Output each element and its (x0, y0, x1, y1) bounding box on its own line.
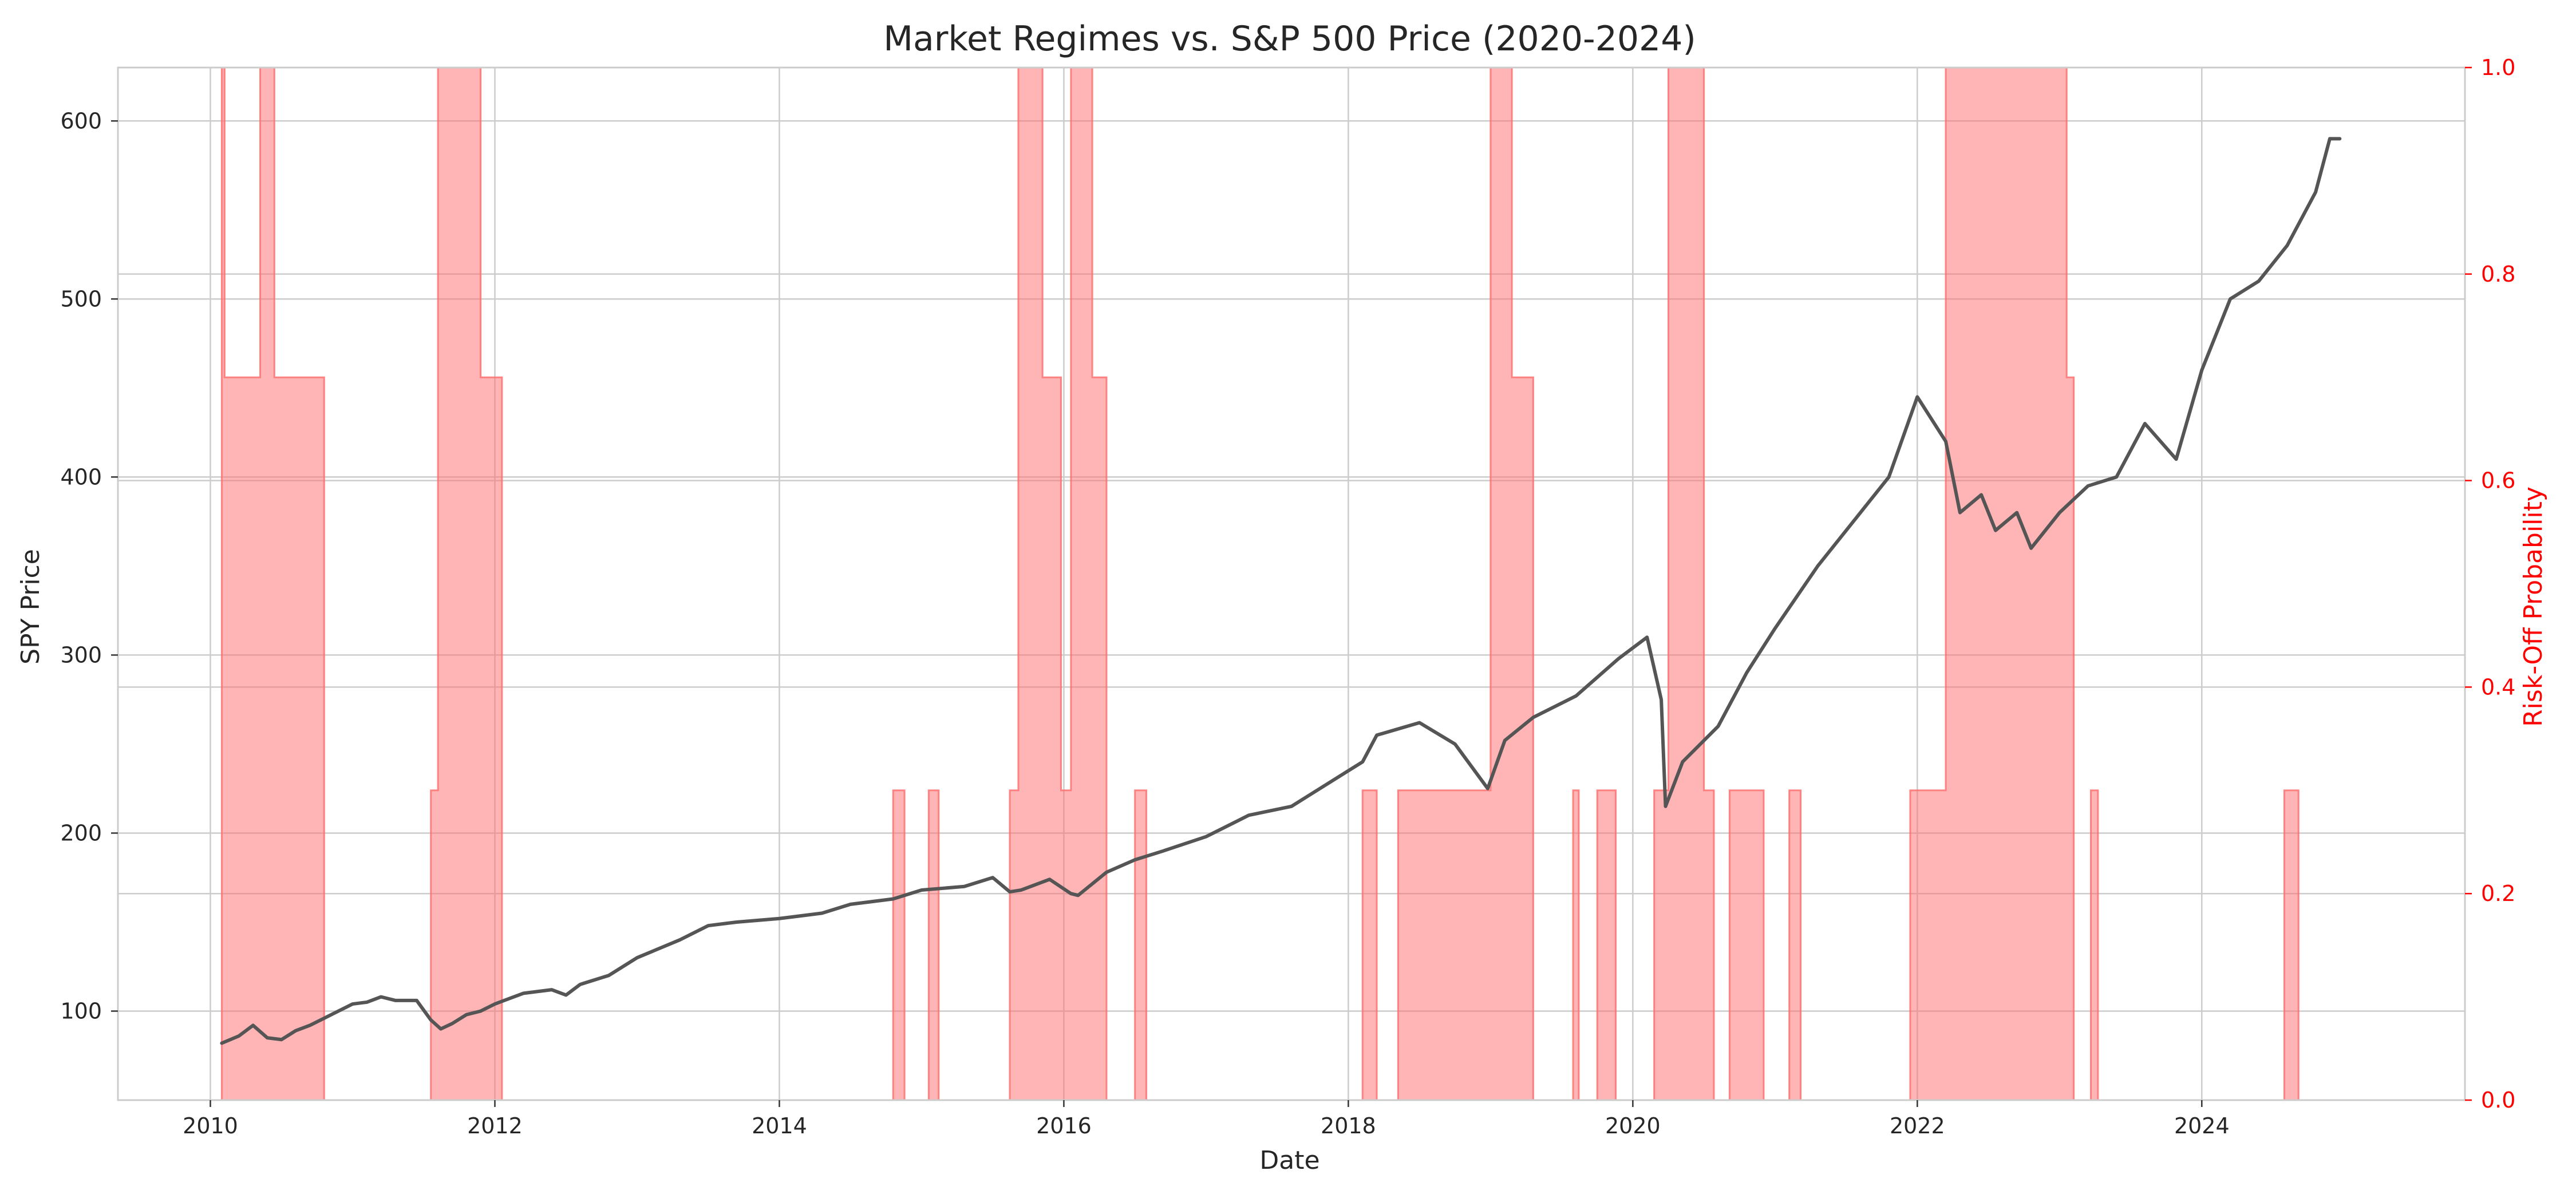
right-tick-label-1.0: 1.0 (2481, 55, 2515, 80)
right-tick-label-0.0: 0.0 (2481, 1088, 2515, 1113)
left-tick-label-400: 400 (60, 464, 102, 489)
plot-frame (117, 66, 2466, 1101)
left-tick-label-300: 300 (60, 642, 102, 667)
x-axis-label: Date (1259, 1146, 1319, 1175)
x-tick-label-2024: 2024 (2174, 1113, 2230, 1138)
chart-title: Market Regimes vs. S&P 500 Price (2020-2… (883, 19, 1696, 59)
left-tick-label-600: 600 (60, 108, 102, 133)
left-tick-label-100: 100 (60, 998, 102, 1023)
right-tick-label-0.6: 0.6 (2481, 468, 2515, 493)
right-tick-label-0.2: 0.2 (2481, 881, 2515, 906)
price-line-layer (220, 137, 2342, 1045)
x-axis-ticks: 2010 2012 2014 2016 2018 2020 2022 2024 (183, 1100, 2230, 1138)
grid-layer (118, 66, 2465, 1101)
right-tick-label-0.4: 0.4 (2481, 674, 2515, 699)
left-tick-label-200: 200 (60, 820, 102, 845)
x-tick-label-2016: 2016 (1036, 1113, 1092, 1138)
x-tick-label-2014: 2014 (752, 1113, 807, 1138)
x-tick-label-2018: 2018 (1321, 1113, 1376, 1138)
right-tick-label-0.8: 0.8 (2481, 262, 2515, 287)
risk-off-area-layer (220, 66, 2340, 1101)
right-axis-ticks: 0.0 0.2 0.4 0.6 0.8 1.0 (2465, 55, 2515, 1113)
left-axis-label: SPY Price (16, 549, 45, 665)
right-axis-label: Risk-Off Probability (2519, 487, 2548, 727)
x-tick-label-2012: 2012 (467, 1113, 523, 1138)
risk-off-probability-area (220, 66, 2340, 1101)
left-axis-ticks: 100 200 300 400 500 600 (60, 108, 118, 1023)
x-tick-label-2010: 2010 (183, 1113, 238, 1138)
spy-price-line (220, 137, 2342, 1045)
x-tick-label-2022: 2022 (1890, 1113, 1945, 1138)
x-tick-label-2020: 2020 (1605, 1113, 1661, 1138)
left-tick-label-500: 500 (60, 286, 102, 311)
